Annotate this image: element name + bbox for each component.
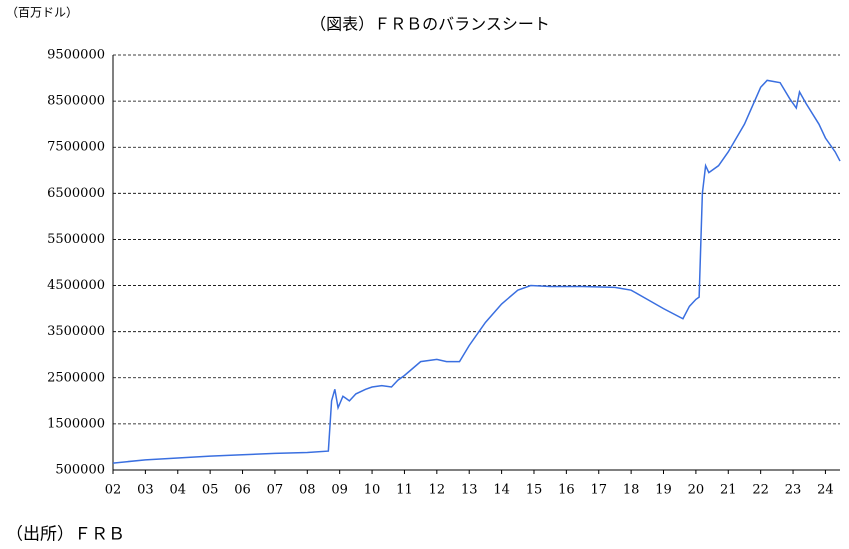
x-tick-label: 24: [817, 483, 834, 498]
data-line: [112, 79, 841, 464]
y-axis-unit: （百万ドル）: [6, 6, 78, 20]
x-tick-label: 06: [234, 483, 251, 498]
x-tick-label: 02: [105, 483, 122, 498]
x-tick-label: 12: [429, 483, 446, 498]
y-tick-label: 2500000: [47, 370, 105, 385]
x-tick-label: 20: [688, 483, 705, 498]
x-tick-label: 16: [558, 483, 575, 498]
x-tick-label: 08: [299, 483, 316, 498]
y-tick-label: 6500000: [47, 186, 105, 201]
x-tick-label: 19: [655, 483, 672, 498]
y-tick-label: 7500000: [47, 140, 105, 155]
source-note: （出所）ＦＲＢ: [6, 525, 125, 545]
x-tick-label: 05: [202, 483, 219, 498]
y-tick-label: 8500000: [47, 94, 105, 109]
x-tick-label: 14: [493, 483, 510, 498]
x-tick-label: 11: [396, 483, 413, 498]
x-tick-label: 23: [785, 483, 802, 498]
y-tick-label: 9500000: [47, 48, 105, 63]
x-tick-label: 18: [623, 483, 640, 498]
x-tick-label: 22: [752, 483, 769, 498]
chart-title: （図表）ＦＲＢのバランスシート: [310, 15, 550, 34]
y-tick-label: 3500000: [47, 324, 105, 339]
x-tick-label: 10: [364, 483, 381, 498]
x-tick-label: 07: [267, 483, 284, 498]
x-tick-label: 04: [169, 483, 186, 498]
y-tick-label: 5500000: [47, 232, 105, 247]
x-tick-label: 15: [526, 483, 543, 498]
x-tick-label: 17: [590, 483, 607, 498]
x-tick-label: 13: [461, 483, 478, 498]
x-tick-label: 21: [720, 483, 737, 498]
y-tick-label: 4500000: [47, 278, 105, 293]
x-tick-label: 09: [331, 483, 348, 498]
y-tick-label: 1500000: [47, 416, 105, 431]
y-tick-label: 500000: [55, 463, 105, 478]
x-tick-label: 03: [137, 483, 154, 498]
